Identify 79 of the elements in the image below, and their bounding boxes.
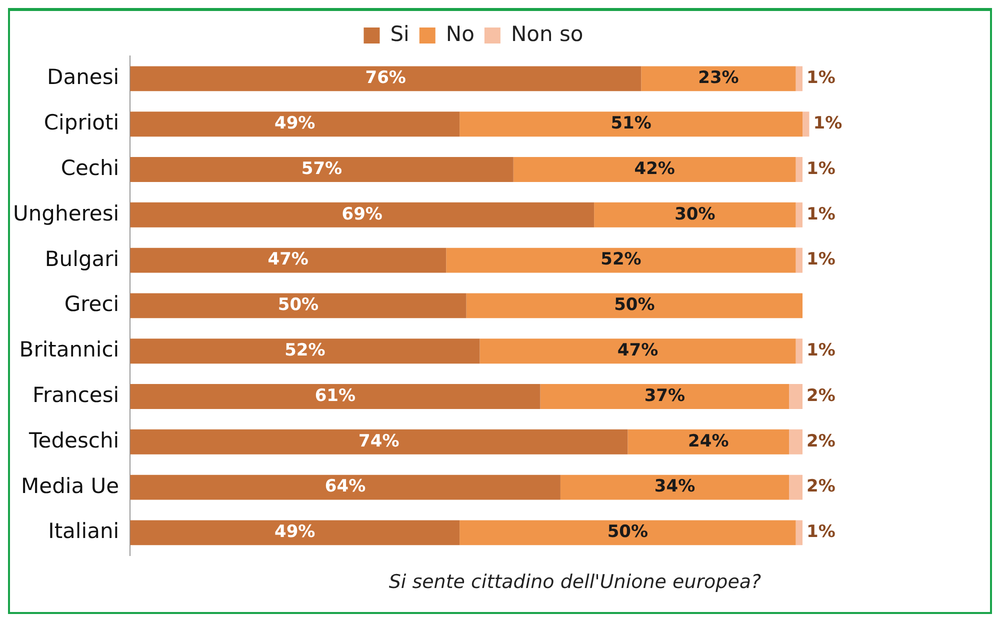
bar bbox=[130, 429, 628, 454]
y-tick-label: Bulgari bbox=[44, 246, 120, 271]
data-label: 57% bbox=[301, 158, 342, 179]
bar bbox=[460, 112, 803, 137]
y-tick-label: Cechi bbox=[60, 156, 120, 180]
bar bbox=[796, 202, 803, 228]
bar bbox=[796, 66, 803, 92]
data-label: 1% bbox=[806, 340, 836, 361]
bar bbox=[796, 157, 803, 182]
y-tick-label: Greci bbox=[64, 292, 120, 316]
data-label: 50% bbox=[278, 295, 319, 316]
data-label: 76% bbox=[365, 68, 406, 88]
bar bbox=[594, 202, 796, 228]
y-tick-label: Italiani bbox=[48, 519, 120, 544]
text: Si sente cittadino dell'Unione europea? bbox=[388, 571, 762, 593]
bar bbox=[802, 112, 810, 137]
bar bbox=[130, 293, 466, 318]
bar bbox=[130, 520, 460, 546]
bar bbox=[796, 338, 803, 364]
data-label: 1% bbox=[813, 114, 842, 134]
bar bbox=[540, 384, 790, 409]
y-tick-label: Ungheresi bbox=[13, 201, 120, 226]
data-label: 2% bbox=[806, 386, 836, 406]
bar bbox=[560, 474, 790, 500]
data-label: 51% bbox=[610, 114, 652, 134]
bar bbox=[130, 66, 642, 92]
data-label: 1% bbox=[806, 158, 836, 179]
data-label: 61% bbox=[314, 386, 356, 406]
bar bbox=[628, 429, 790, 454]
data-label: 2% bbox=[806, 476, 836, 497]
data-label: 1% bbox=[806, 250, 836, 270]
data-label: 64% bbox=[324, 476, 366, 497]
data-label: 50% bbox=[607, 522, 648, 542]
y-tick-label: Media Ue bbox=[21, 474, 120, 498]
bar bbox=[789, 474, 803, 500]
legend-label: Non so bbox=[510, 22, 584, 46]
data-label: 47% bbox=[617, 340, 658, 361]
y-tick-label: Tedeschi bbox=[28, 428, 120, 452]
data-label: 1% bbox=[806, 522, 836, 542]
data-label: 52% bbox=[284, 340, 326, 361]
data-label: 69% bbox=[342, 204, 382, 224]
bar bbox=[130, 112, 460, 137]
y-tick-label: Francesi bbox=[32, 382, 120, 407]
y-tick-label: Ciprioti bbox=[44, 110, 120, 135]
bar bbox=[789, 384, 803, 409]
legend-label: No bbox=[446, 22, 474, 46]
data-label: 49% bbox=[274, 522, 316, 542]
bar bbox=[796, 248, 803, 273]
data-label: 42% bbox=[634, 158, 675, 179]
y-tick-label: Britannici bbox=[19, 338, 120, 362]
data-label: 49% bbox=[274, 114, 316, 134]
data-label: 24% bbox=[688, 431, 729, 452]
data-label: 23% bbox=[698, 68, 739, 88]
data-label: 47% bbox=[268, 250, 308, 270]
bar bbox=[789, 429, 803, 454]
data-label: 50% bbox=[614, 295, 655, 316]
data-label: 37% bbox=[644, 386, 686, 406]
data-label: 1% bbox=[806, 204, 836, 224]
data-label: 30% bbox=[674, 204, 716, 224]
y-tick-label: Danesi bbox=[47, 65, 120, 90]
bar bbox=[130, 202, 594, 228]
bar bbox=[446, 248, 796, 273]
bar bbox=[466, 293, 803, 318]
bar bbox=[641, 66, 796, 92]
legend-label: Si bbox=[390, 22, 410, 46]
data-label: 52% bbox=[600, 250, 642, 270]
bar bbox=[130, 248, 446, 273]
bar bbox=[130, 338, 480, 364]
bar bbox=[480, 338, 796, 364]
bar bbox=[796, 520, 803, 546]
bar bbox=[460, 520, 796, 546]
data-label: 1% bbox=[806, 68, 836, 88]
data-label: 34% bbox=[654, 476, 696, 497]
data-label: 74% bbox=[358, 431, 400, 452]
data-label: 2% bbox=[806, 431, 836, 452]
bar bbox=[130, 384, 540, 409]
bar bbox=[130, 157, 514, 182]
bar bbox=[513, 157, 796, 182]
bar bbox=[130, 474, 560, 500]
